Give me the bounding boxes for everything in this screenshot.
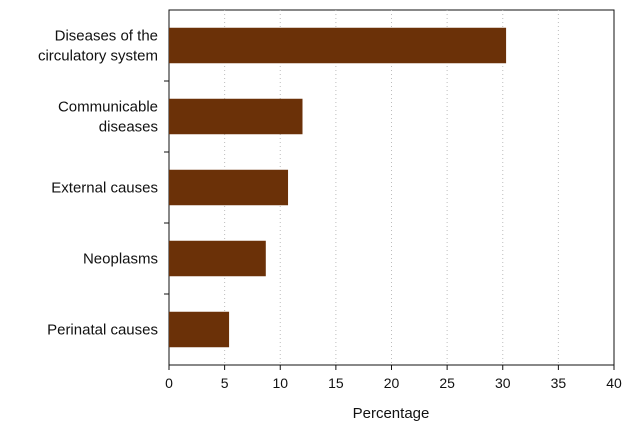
x-tick-label: 10 <box>272 375 288 391</box>
category-label: Neoplasms <box>83 251 158 268</box>
x-axis-title: Percentage <box>353 405 430 421</box>
x-tick-label: 20 <box>384 375 400 391</box>
bar <box>169 169 289 206</box>
category-label: Diseases of the circulatory system <box>38 28 158 65</box>
y-axis: Diseases of the circulatory system Communi… <box>38 28 169 339</box>
x-tick-label: 0 <box>165 375 173 391</box>
x-tick-label: 30 <box>495 375 511 391</box>
category-label: Communicable diseases <box>58 99 158 136</box>
x-tick-label: 25 <box>439 375 455 391</box>
bar <box>169 311 230 348</box>
bar <box>169 98 303 135</box>
category-label: External causes <box>51 180 158 197</box>
x-tick-label: 40 <box>606 375 622 391</box>
bars <box>169 27 507 348</box>
x-tick-label: 35 <box>551 375 567 391</box>
category-label: Perinatal causes <box>47 322 158 339</box>
bar <box>169 240 266 277</box>
x-tick-label: 5 <box>221 375 229 391</box>
bar <box>169 27 507 64</box>
x-axis: 0 5 10 15 20 25 30 35 40 <box>165 365 622 391</box>
x-tick-label: 15 <box>328 375 344 391</box>
